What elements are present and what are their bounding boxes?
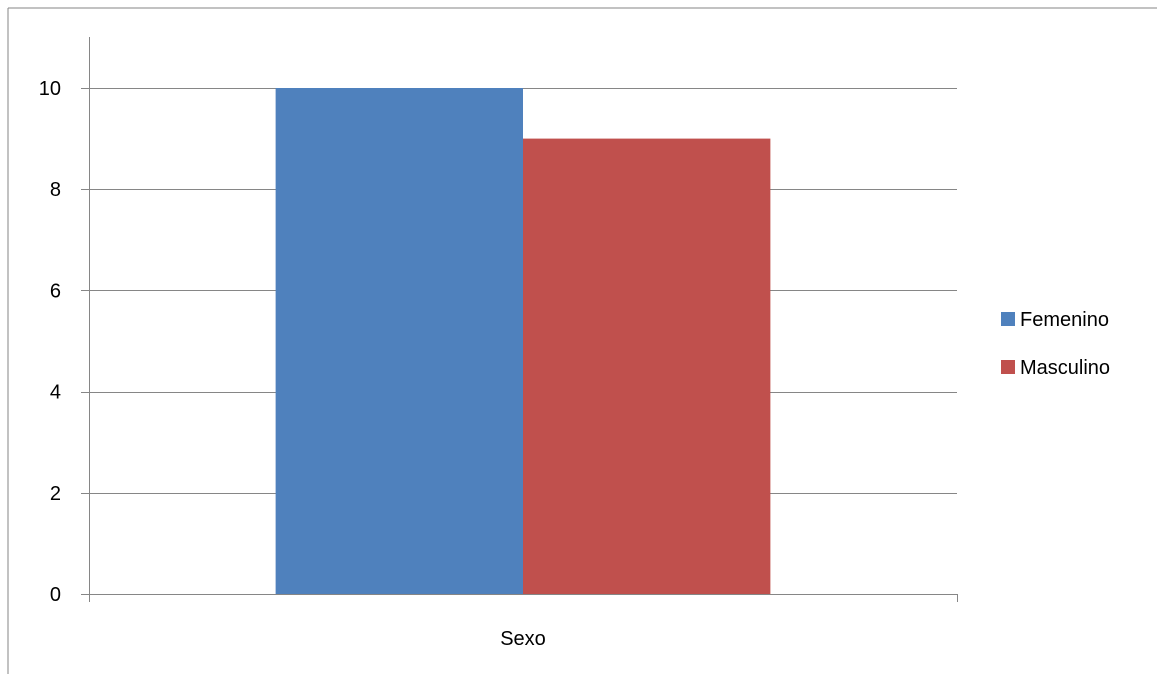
legend-swatch-masculino (1001, 360, 1015, 374)
bar-femenino-sexo (275, 88, 523, 594)
x-category-label: Sexo (500, 628, 546, 650)
bar-masculino-sexo (523, 138, 771, 594)
y-tick-label-10: 10 (39, 78, 61, 100)
chart-border-layer (7, 7, 1157, 674)
bars (275, 88, 771, 594)
y-tick-label-0: 0 (50, 584, 61, 606)
axes (81, 37, 958, 602)
legend: Femenino Masculino (1001, 309, 1110, 379)
legend-swatch-femenino (1001, 312, 1015, 326)
legend-label-femenino: Femenino (1020, 309, 1109, 331)
y-tick-label-8: 8 (50, 179, 61, 201)
tick-labels: 0 2 4 6 8 10 Sexo (39, 78, 546, 650)
y-tick-label-4: 4 (50, 382, 61, 404)
legend-label-masculino: Masculino (1020, 357, 1110, 379)
y-tick-label-2: 2 (50, 483, 61, 505)
y-tick-label-6: 6 (50, 280, 61, 302)
